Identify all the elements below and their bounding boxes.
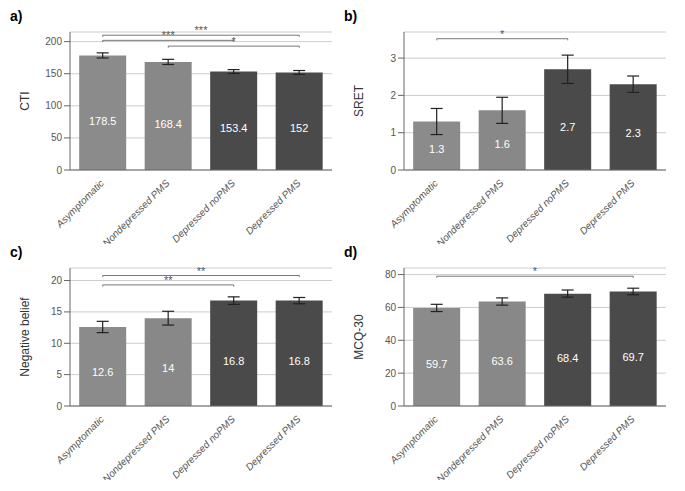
svg-text:Depressed PMS: Depressed PMS <box>243 413 302 472</box>
svg-text:14: 14 <box>162 362 174 374</box>
svg-text:10: 10 <box>51 338 63 349</box>
svg-text:***: *** <box>195 24 209 36</box>
svg-text:2: 2 <box>390 90 396 101</box>
svg-text:16.8: 16.8 <box>223 355 244 367</box>
html-text:d): d) <box>344 244 358 260</box>
svg-text:150: 150 <box>45 68 62 79</box>
svg-text:0: 0 <box>56 165 62 176</box>
svg-text:3: 3 <box>390 53 396 64</box>
svg-text:60: 60 <box>385 302 397 313</box>
svg-text:Depressed noPMS: Depressed noPMS <box>504 177 571 244</box>
svg-text:0: 0 <box>390 165 396 176</box>
svg-text:*: * <box>232 35 237 47</box>
svg-text:1.6: 1.6 <box>495 138 510 150</box>
svg-text:Nondepressed PMS: Nondepressed PMS <box>100 177 171 244</box>
svg-text:40: 40 <box>385 335 397 346</box>
svg-text:69.7: 69.7 <box>622 351 643 363</box>
svg-text:2.7: 2.7 <box>560 121 575 133</box>
svg-text:Depressed PMS: Depressed PMS <box>243 177 302 236</box>
svg-text:68.4: 68.4 <box>557 352 578 364</box>
svg-text:**: ** <box>164 274 173 286</box>
svg-text:*: * <box>500 28 505 40</box>
html-text:c): c) <box>10 244 23 260</box>
svg-text:Negative belief: Negative belief <box>18 297 32 377</box>
svg-text:Nondepressed PMS: Nondepressed PMS <box>434 177 505 244</box>
svg-text:Nondepressed PMS: Nondepressed PMS <box>434 413 505 480</box>
svg-text:2.3: 2.3 <box>626 127 641 139</box>
svg-text:Asymptomatic: Asymptomatic <box>53 178 106 231</box>
svg-text:Depressed noPMS: Depressed noPMS <box>504 413 571 480</box>
svg-text:178.5: 178.5 <box>89 115 117 127</box>
svg-text:**: ** <box>197 265 206 277</box>
svg-text:0: 0 <box>56 401 62 412</box>
svg-text:59.7: 59.7 <box>426 358 447 370</box>
svg-text:Depressed noPMS: Depressed noPMS <box>170 177 237 244</box>
svg-text:80: 80 <box>385 269 397 280</box>
svg-text:Depressed noPMS: Depressed noPMS <box>170 413 237 480</box>
svg-text:153.4: 153.4 <box>220 122 248 134</box>
svg-text:200: 200 <box>45 36 62 47</box>
svg-text:Asymptomatic: Asymptomatic <box>387 414 440 467</box>
svg-text:***: *** <box>162 29 176 41</box>
svg-text:16.8: 16.8 <box>288 355 309 367</box>
svg-text:Depressed PMS: Depressed PMS <box>577 413 636 472</box>
svg-text:15: 15 <box>51 306 63 317</box>
svg-text:63.6: 63.6 <box>491 355 512 367</box>
svg-text:20: 20 <box>385 368 397 379</box>
svg-text:1.3: 1.3 <box>429 143 444 155</box>
svg-text:12.6: 12.6 <box>92 366 113 378</box>
svg-text:5: 5 <box>56 369 62 380</box>
html-text:a): a) <box>10 8 23 24</box>
svg-text:152: 152 <box>290 122 308 134</box>
svg-text:168.4: 168.4 <box>154 118 182 130</box>
html-text:b): b) <box>344 8 358 24</box>
svg-text:Nondepressed PMS: Nondepressed PMS <box>100 413 171 480</box>
svg-text:1: 1 <box>390 127 396 138</box>
svg-text:SRET: SRET <box>352 84 366 117</box>
svg-text:0: 0 <box>390 401 396 412</box>
svg-text:*: * <box>533 265 538 277</box>
svg-text:Asymptomatic: Asymptomatic <box>53 414 106 467</box>
svg-text:MCQ-30: MCQ-30 <box>352 314 366 360</box>
svg-text:Asymptomatic: Asymptomatic <box>387 178 440 231</box>
svg-text:Depressed PMS: Depressed PMS <box>577 177 636 236</box>
svg-text:50: 50 <box>51 132 63 143</box>
svg-text:CTI: CTI <box>18 91 32 110</box>
svg-text:20: 20 <box>51 275 63 286</box>
svg-text:100: 100 <box>45 100 62 111</box>
